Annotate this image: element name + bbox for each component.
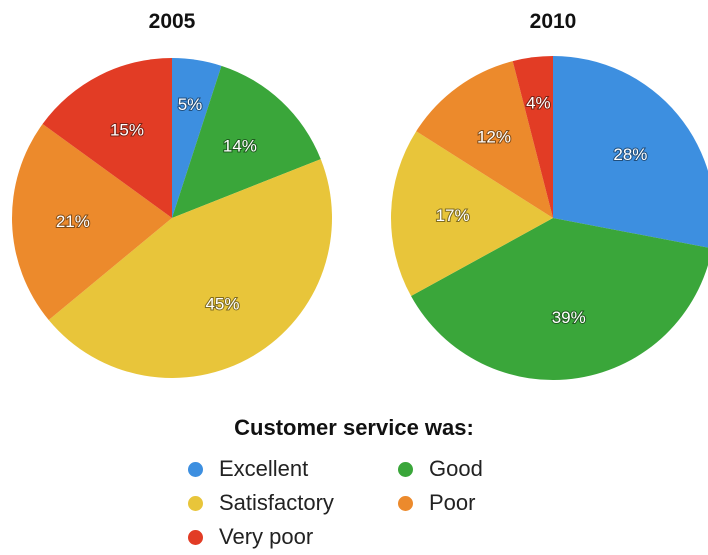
pie-slice-2005-satisfactory [48,159,333,379]
pie-slice-2005-poor [11,123,172,320]
slice-label-2005-good: 14% [223,137,257,156]
pie-slice-2005-excellent [172,58,222,218]
slice-label-2010-good: 39% [552,308,586,327]
legend-label-satisfactory: Satisfactory [219,490,334,515]
legend-item-very-poor: Very poor [188,524,313,550]
legend-label-good: Good [429,456,483,481]
slice-label-2005-poor: 21% [56,212,90,231]
slice-label-2005-excellent: 5% [178,95,203,114]
pie-title-2005: 2005 [149,10,196,33]
legend-swatch-satisfactory [188,495,203,511]
legend-swatch-excellent [188,461,203,477]
slice-label-2005-satisfactory: 45% [205,294,239,313]
pie-slice-2010-very-poor [512,56,553,218]
slice-label-2010-poor: 12% [477,128,511,147]
legend-label-very-poor: Very poor [219,524,314,549]
pie-slice-2010-excellent [553,56,708,248]
pie-slice-2005-good [172,65,321,218]
slice-label-2010-excellent: 28% [613,145,647,164]
legend-label-poor: Poor [429,490,476,515]
pie-charts-svg: 2005 5% 14% 45% 21% 15% 2010 28% 39% 17% 12% 4% [11,10,708,380]
legend-item-poor: Poor [398,490,475,516]
pie-slice-2010-poor [416,61,553,219]
pie-2010: 2010 28% 39% 17% 12% 4% [391,10,708,380]
slice-label-2010-satisfactory: 17% [436,206,470,225]
legend-swatch-good [398,461,413,477]
legend-swatch-poor [398,495,413,511]
legend-swatch-very-poor [188,529,203,545]
slice-label-2010-very-poor: 4% [526,93,551,112]
legend-label-excellent: Excellent [219,456,309,481]
legend-item-satisfactory: Satisfactory [188,490,334,516]
legend-item-good: Good [398,456,483,482]
pie-slice-2010-good [411,218,708,380]
pie-title-2010: 2010 [530,10,577,33]
pie-2005: 2005 5% 14% 45% 21% 15% [11,10,333,379]
legend-item-excellent: Excellent [188,456,308,482]
legend-title: Customer service was: [234,415,474,440]
pie-slice-2005-very-poor [42,58,172,218]
slice-label-2005-very-poor: 15% [110,121,144,140]
pie-slice-2010-satisfactory [391,131,553,297]
legend: Excellent Good Satisfactory Poor Very po… [188,456,548,552]
